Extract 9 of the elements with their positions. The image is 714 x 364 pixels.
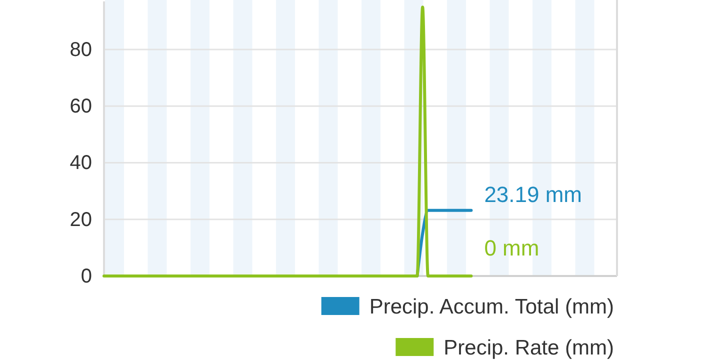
- legend-label: Precip. Accum. Total (mm): [369, 295, 614, 318]
- data-label: 0 mm: [484, 236, 540, 261]
- data-label: 23.19 mm: [484, 182, 582, 208]
- legend-label: Precip. Rate (mm): [444, 336, 614, 360]
- y-tick-label: 40: [70, 152, 92, 174]
- y-tick-label: 0: [80, 265, 92, 288]
- y-tick-label: 20: [70, 208, 92, 231]
- y-tick-label: 60: [70, 96, 92, 118]
- y-tick-label: 80: [70, 38, 92, 61]
